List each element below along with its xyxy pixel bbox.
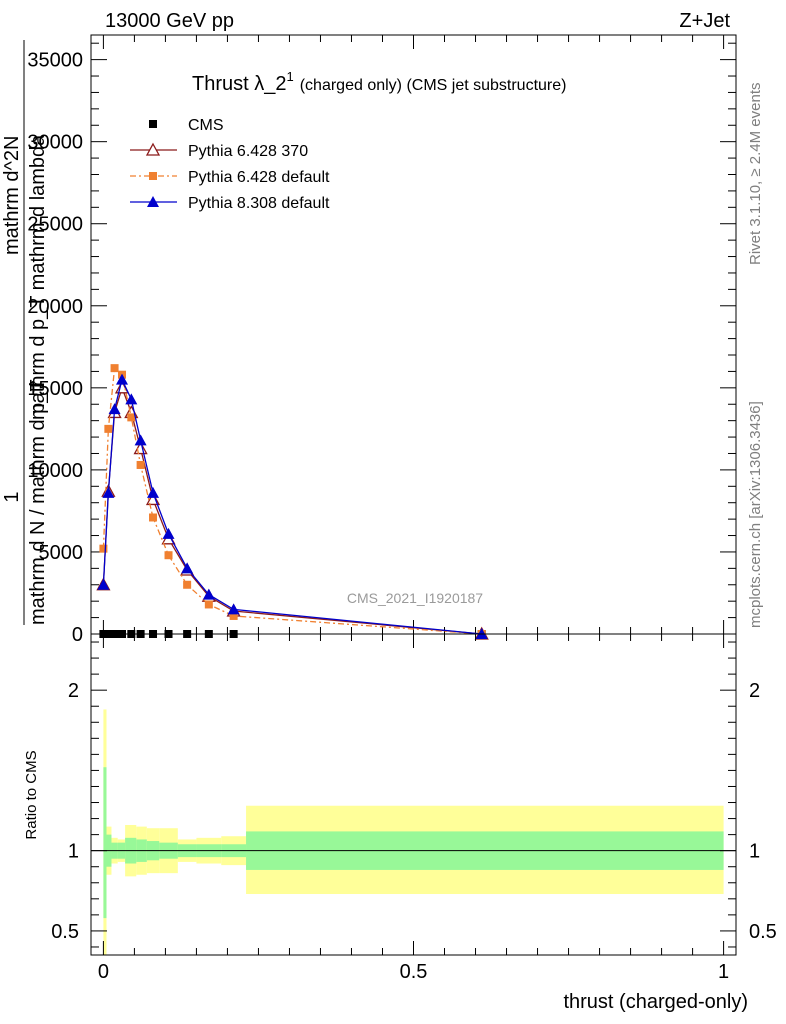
lower-tick-labels: 0 0.5 1 0.5 0.5 1 1 2 2 bbox=[51, 680, 777, 983]
data-point bbox=[104, 424, 113, 433]
legend-marker bbox=[149, 172, 157, 180]
upper-ytick-label: 35000 bbox=[27, 50, 83, 72]
stat-uncertainty-band bbox=[103, 767, 107, 919]
upper-ytick-label: 5000 bbox=[39, 542, 84, 564]
x-axis-label: thrust (charged-only) bbox=[563, 991, 748, 1013]
upper-plot: 0 5000 10000 15000 20000 25000 30000 35000 CMS_… bbox=[27, 34, 737, 646]
upper-ylabel-d2n: mathrm d^2N bbox=[1, 136, 23, 255]
lower-ytick-label: 0.5 bbox=[51, 921, 79, 943]
upper-ticks bbox=[91, 35, 736, 635]
lower-xtick-label: 0 bbox=[98, 961, 109, 983]
data-point bbox=[110, 364, 119, 373]
upper-ylabel-dpt-dlambda: mathrm d p_T mathrm d lambda bbox=[27, 134, 49, 420]
legend-entry: Pythia 6.428 default bbox=[130, 169, 330, 186]
upper-ylabel-dn: mathrm d N / mathrm d p_T bbox=[27, 379, 49, 625]
legend-marker bbox=[147, 196, 159, 207]
series-3 bbox=[97, 373, 488, 639]
data-point bbox=[134, 434, 147, 446]
upper-ytick-label: 25000 bbox=[27, 214, 83, 236]
lower-plot-frame bbox=[90, 633, 737, 956]
data-point bbox=[181, 562, 194, 574]
side-text-top: Rivet 3.1.10, ≥ 2.4M events bbox=[747, 83, 764, 266]
lower-ytick-label-right: 0.5 bbox=[749, 921, 777, 943]
lower-ytick-label: 1 bbox=[68, 841, 79, 863]
data-point bbox=[202, 588, 215, 600]
data-point bbox=[99, 544, 108, 553]
legend-entry: Pythia 8.308 default bbox=[130, 195, 330, 212]
legend: CMS Pythia 6.428 370 Pythia 6.428 default P… bbox=[130, 117, 330, 212]
data-point bbox=[149, 513, 158, 522]
data-point bbox=[164, 551, 173, 560]
legend-label: Pythia 8.308 default bbox=[188, 195, 330, 212]
upper-ylabel-one: 1 bbox=[1, 491, 23, 502]
data-point bbox=[102, 486, 115, 498]
lower-ytick-label-right: 1 bbox=[749, 841, 760, 863]
lower-ytick-label: 2 bbox=[68, 680, 79, 702]
legend-marker bbox=[149, 120, 157, 128]
data-point bbox=[227, 603, 240, 615]
data-point bbox=[97, 578, 110, 590]
lower-ytick-label-right: 2 bbox=[749, 680, 760, 702]
data-point bbox=[183, 580, 192, 589]
upper-ytick-label: 20000 bbox=[27, 296, 83, 318]
legend-entry: CMS bbox=[149, 117, 224, 134]
chart-title: Thrust λ_21 (charged only) (CMS jet subst… bbox=[192, 69, 566, 95]
lower-plot: 0 0.5 1 0.5 0.5 1 1 2 2 Ratio to CMS thrust (cha… bbox=[23, 633, 777, 1013]
data-point bbox=[125, 393, 138, 405]
chart-title-rest: (charged only) (CMS jet substructure) bbox=[300, 77, 567, 94]
upper-ytick-labels: 0 5000 10000 15000 20000 25000 30000 35000 bbox=[27, 50, 83, 646]
ratio-bands bbox=[103, 709, 724, 955]
legend-label: CMS bbox=[188, 117, 224, 134]
legend-label: Pythia 6.428 370 bbox=[188, 143, 308, 160]
upper-ytick-label: 30000 bbox=[27, 132, 83, 154]
upper-ytick-label: 15000 bbox=[27, 378, 83, 400]
data-point bbox=[229, 611, 238, 620]
ratio-ylabel: Ratio to CMS bbox=[23, 750, 40, 839]
legend-label: Pythia 6.428 default bbox=[188, 169, 330, 186]
data-point bbox=[162, 527, 175, 539]
upper-ytick-label: 0 bbox=[72, 624, 83, 646]
header-right: Z+Jet bbox=[679, 10, 730, 32]
upper-ytick-label: 10000 bbox=[27, 460, 83, 482]
header-left: 13000 GeV pp bbox=[105, 10, 234, 32]
lower-xtick-label: 1 bbox=[718, 961, 729, 983]
data-point bbox=[136, 460, 145, 469]
data-point bbox=[127, 413, 136, 422]
chart-title-sup: 1 bbox=[286, 69, 293, 84]
upper-ylabel: 1 mathrm d N / mathrm d p_T mathrm d^2N … bbox=[1, 40, 49, 625]
side-text-bottom: mcplots.cern.ch [arXiv:1306.3436] bbox=[747, 401, 764, 628]
data-point bbox=[108, 403, 121, 415]
series-line bbox=[102, 366, 482, 635]
legend-marker bbox=[145, 142, 161, 156]
upper-series bbox=[96, 364, 489, 640]
data-point bbox=[116, 373, 129, 385]
legend-entry: Pythia 6.428 370 bbox=[130, 142, 308, 160]
lower-ticks bbox=[91, 634, 736, 955]
watermark: CMS_2021_I1920187 bbox=[347, 590, 483, 606]
data-point bbox=[147, 486, 160, 498]
chart-title-main: Thrust λ_2 bbox=[192, 73, 286, 95]
lower-xtick-label: 0.5 bbox=[400, 961, 428, 983]
data-point bbox=[204, 600, 213, 609]
